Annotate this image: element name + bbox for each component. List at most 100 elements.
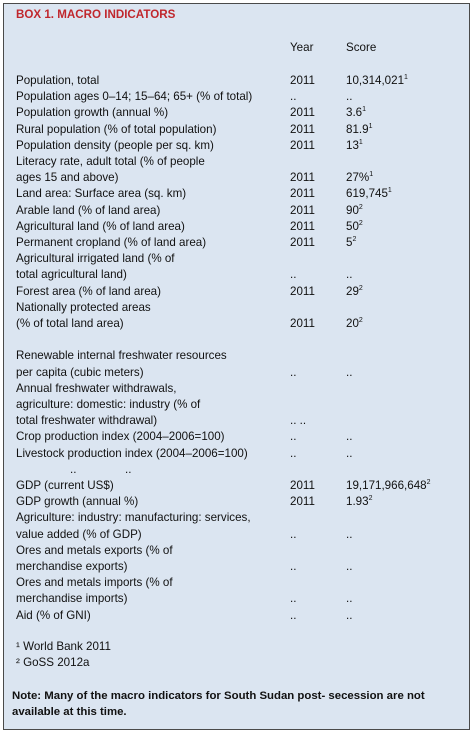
indicator-label: Aid (% of GNI) [16,608,91,622]
year-cell: 2011 [290,236,315,249]
score-cell: 202 [346,317,363,330]
indicator-label: Agricultural irrigated land (% of [16,252,175,266]
year-cell: .. [290,608,297,622]
placeholder-mark: .. [125,462,132,476]
year-cell: .. .. [290,414,307,428]
footnote-ref: 2 [358,203,363,211]
score-cell: .. [346,446,353,460]
year-cell: .. [290,268,297,282]
score-cell: .. [346,560,353,573]
year-cell: .. [290,446,297,460]
score-cell: .. [346,430,353,444]
score-cell: .. [346,527,353,541]
indicator-label: Agriculture: industry: manufacturing: se… [16,511,251,525]
indicator-label: Population, total [16,74,100,87]
indicator-label: Ores and metals exports (% of [16,543,173,557]
indicator-label: Literacy rate, adult total (% of people [16,155,205,168]
year-cell: .. [290,560,297,573]
score-cell: .. [346,592,353,606]
score-cell: 902 [346,203,363,217]
indicator-label: Arable land (% of land area) [16,203,161,217]
indicator-label: ages 15 and above) [16,171,119,185]
indicator-label: agriculture: domestic: industry (% of [16,398,201,411]
indicator-label: GDP growth (annual %) [16,495,139,509]
year-cell: 2011 [290,138,315,152]
indicator-label: Population ages 0–14; 15–64; 65+ (% of t… [16,90,253,104]
score-cell: .. [346,90,353,104]
indicator-label: Annual freshwater withdrawals, [16,381,177,395]
year-cell: .. [290,527,297,541]
year-cell: .. [290,365,297,379]
indicator-label: Rural population (% of total population) [16,122,217,136]
footnote-ref: 2 [358,317,363,324]
indicator-label: Livestock production index (2004–2006=10… [16,446,248,460]
footnote: ¹ World Bank 2011 [16,640,111,653]
indicator-label: per capita (cubic meters) [16,365,144,379]
score-cell: .. [346,268,353,282]
indicator-label: Permanent cropland (% of land area) [16,236,207,249]
footnote-ref: 2 [358,219,363,227]
score-cell: 27%1 [346,171,374,185]
year-cell: 2011 [290,74,315,87]
indicator-box [3,3,470,730]
indicator-label: Forest area (% of land area) [16,284,161,298]
year-cell: .. [290,430,297,444]
footnote-ref: 1 [368,122,373,130]
year-cell: 2011 [290,495,315,509]
year-cell: 2011 [290,317,315,330]
footnote-ref: 1 [362,106,367,114]
column-header: Score [346,41,377,54]
indicator-label: GDP (current US$) [16,479,114,492]
indicator-label: Land area: Surface area (sq. km) [16,187,187,201]
indicator-label: Ores and metals imports (% of [16,576,173,590]
indicator-label: Renewable internal freshwater resources [16,349,227,363]
year-cell: 2011 [290,219,315,233]
year-cell: 2011 [290,106,315,120]
year-cell: 2011 [290,122,315,136]
score-cell: 19,171,966,6482 [346,479,431,492]
score-cell: 1.932 [346,495,373,509]
score-cell: 10,314,0211 [346,74,408,87]
footnote-ref: 2 [358,284,363,292]
footnote-ref: 2 [368,495,373,503]
indicator-label: value added (% of GDP) [16,527,142,541]
footnote-ref: 2 [352,236,357,243]
year-cell: .. [290,90,297,104]
footnote-ref: 1 [404,74,408,81]
footnote-ref: 2 [426,479,431,486]
indicator-label: Population density (people per sq. km) [16,138,214,152]
indicator-label: total freshwater withdrawal) [16,414,158,428]
indicator-label: Crop production index (2004–2006=100) [16,430,225,444]
footnote-ref: 1 [358,138,363,146]
year-cell: 2011 [290,187,315,201]
year-cell: 2011 [290,479,315,492]
score-cell: 619,7451 [346,187,392,201]
score-cell: 52 [346,236,357,249]
year-cell: 2011 [290,203,315,217]
score-cell: 292 [346,284,363,298]
footnote: ² GoSS 2012a [16,656,90,669]
indicator-label: Agricultural land (% of land area) [16,219,185,233]
indicator-label: total agricultural land) [16,268,127,282]
footnote-ref: 1 [387,187,392,195]
year-cell: 2011 [290,284,315,298]
score-cell: 81.91 [346,122,373,136]
score-cell: 502 [346,219,363,233]
year-cell: .. [290,592,297,606]
indicator-label: Population growth (annual %) [16,106,169,120]
placeholder-mark: .. [70,462,77,476]
score-cell: 131 [346,138,363,152]
score-cell: .. [346,608,353,622]
score-cell: 3.61 [346,106,367,120]
year-cell: 2011 [290,171,315,185]
score-cell: .. [346,365,353,379]
footnote-ref: 1 [369,171,374,179]
indicator-label: merchandise imports) [16,592,128,606]
note: Note: Many of the macro indicators for S… [12,690,425,718]
indicator-label: merchandise exports) [16,560,128,573]
box-title: BOX 1. MACRO INDICATORS [16,8,176,21]
indicator-label: (% of total land area) [16,317,124,330]
column-header: Year [290,41,314,54]
indicator-label: Nationally protected areas [16,300,151,314]
